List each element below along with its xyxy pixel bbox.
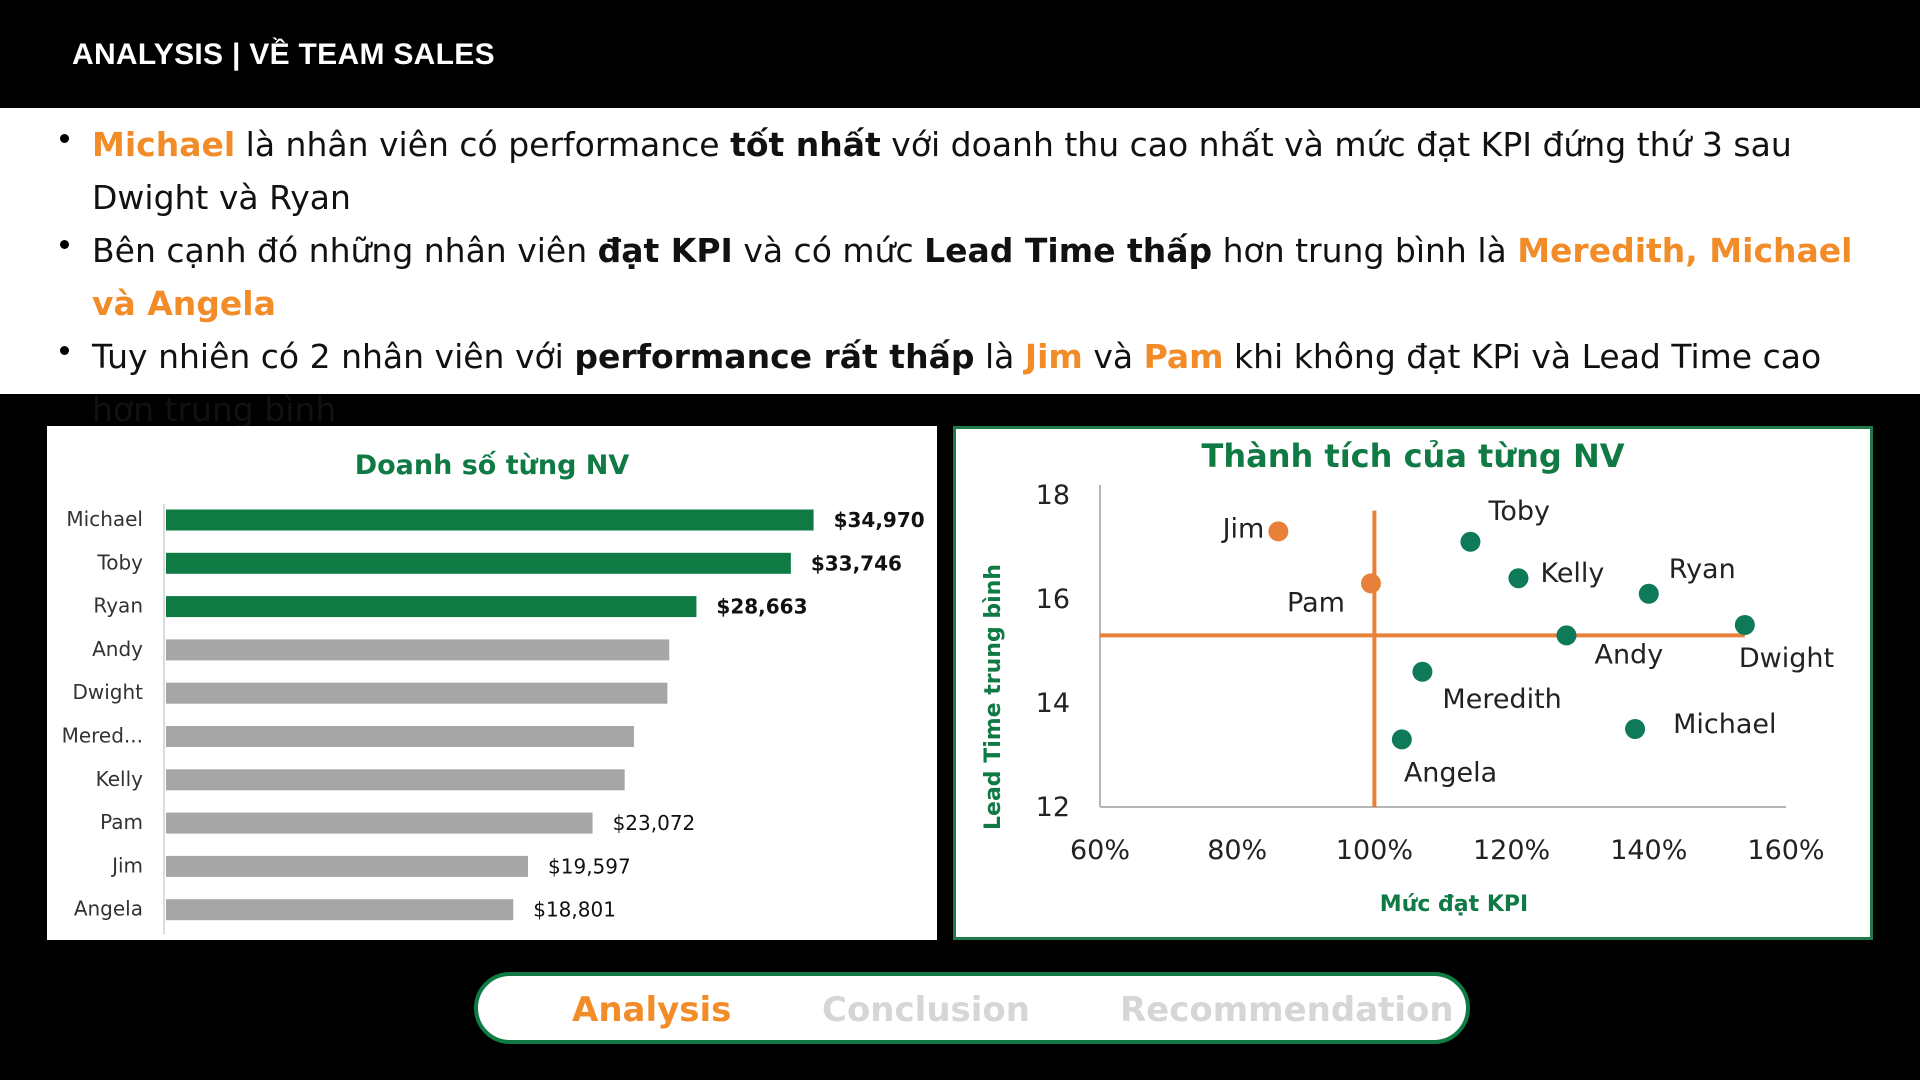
scatter-point-label: Andy: [1594, 639, 1663, 670]
scatter-x-tick: 100%: [1336, 835, 1413, 866]
scatter-point-label: Angela: [1404, 757, 1497, 788]
sales-bar-chart: Doanh số từng NV Michael $34,970 Toby $33,7…: [62, 450, 925, 934]
bullet-text-run: tốt nhất: [730, 125, 881, 164]
bullet-text-run: khi không đạt KPi và Lead Time cao hơn t…: [92, 337, 1822, 429]
scatter-x-tick: 60%: [1070, 835, 1130, 866]
bullet-dot: [60, 346, 69, 355]
scatter-x-tick: 120%: [1473, 835, 1550, 866]
bar-kelly: [166, 769, 625, 791]
bullet-text-run: hơn trung bình là: [1212, 231, 1518, 270]
bullet-text-run: Lead Time thấp: [924, 231, 1213, 270]
bullet-text-run: Bên cạnh đó những nhân viên: [92, 231, 598, 270]
bar-value-label: $19,597: [548, 854, 631, 878]
bar-value-label: $34,970: [834, 508, 925, 532]
scatter-x-tick: 80%: [1207, 835, 1267, 866]
bullet-text-run: là nhân viên có performance: [235, 125, 731, 164]
bar-category-label: Pam: [100, 810, 143, 834]
scatter-point-dwight: [1734, 615, 1755, 635]
scatter-y-axis-label: Lead Time trung bình: [981, 564, 1006, 830]
nav-tab-analysis[interactable]: Analysis: [572, 990, 732, 1030]
bullet-text-run: với doanh thu cao nhất và mức đạt KPI đứ…: [92, 125, 1792, 217]
scatter-point-pam: [1360, 573, 1381, 594]
bullet-text-run: và có mức: [732, 231, 925, 270]
bar-category-label: Andy: [92, 637, 143, 661]
bar-michael: [166, 509, 814, 531]
scatter-point-ryan: [1638, 583, 1659, 604]
section-nav: Analysis Conclusion Recommendation: [474, 972, 1470, 1044]
performance-scatter-panel: Thành tích của từng NV Mức đạt KPI Lead …: [953, 426, 1873, 940]
scatter-point-andy: [1556, 625, 1577, 646]
scatter-point-kelly: [1508, 568, 1529, 589]
bullet-text-run: là: [974, 337, 1025, 376]
bullet-item-2: Bên cạnh đó những nhân viên đạt KPI và c…: [60, 224, 1880, 330]
scatter-y-tick: 18: [1036, 480, 1070, 511]
scatter-y-tick: 12: [1036, 792, 1070, 823]
scatter-x-tick: 140%: [1610, 835, 1687, 866]
bullet-text-run: Meredith, Michael và Angela: [92, 231, 1853, 323]
scatter-point-meredith: [1412, 661, 1433, 682]
bar-category-label: Angela: [74, 897, 143, 921]
bullet-dot: [60, 240, 69, 249]
bar-value-label: $33,746: [811, 551, 902, 575]
bar-category-label: Ryan: [93, 594, 143, 618]
nav-tab-conclusion[interactable]: Conclusion: [822, 990, 1030, 1030]
bar-value-label: $18,801: [533, 898, 616, 922]
scatter-point-label: Dwight: [1739, 643, 1834, 674]
analysis-content: Michael là nhân viên có performance tốt …: [0, 108, 1920, 429]
bar-chart-title: Doanh số từng NV: [355, 450, 630, 481]
performance-scatter-chart: Thành tích của từng NV Mức đạt KPI Lead …: [981, 437, 1834, 917]
bullet-text-run: Tuy nhiên có 2 nhân viên với: [92, 337, 575, 376]
scatter-point-label: Pam: [1287, 587, 1345, 618]
bar-value-label: $23,072: [613, 811, 696, 835]
bullet-item-3: Tuy nhiên có 2 nhân viên với performance…: [60, 330, 1880, 436]
bar-category-label: Michael: [66, 507, 143, 531]
bar-category-label: Toby: [96, 550, 143, 574]
bar-category-label: Jim: [110, 853, 143, 877]
bar-category-label: Kelly: [96, 767, 144, 791]
bar-jim: [166, 855, 529, 877]
bullet-text-run: Jim: [1024, 337, 1083, 376]
scatter-point-michael: [1625, 719, 1646, 739]
header-bar: ANALYSIS | VỀ TEAM SALES: [0, 0, 1920, 108]
bullet-text-run: performance rất thấp: [574, 337, 975, 376]
bullet-text-run: Michael: [92, 125, 236, 164]
bullet-text-run: Pam: [1143, 337, 1224, 376]
scatter-point-angela: [1391, 729, 1412, 750]
bar-toby: [166, 552, 791, 574]
scatter-point-label: Ryan: [1669, 554, 1736, 585]
bullet-list: Michael là nhân viên có performance tốt …: [60, 118, 1880, 436]
nav-tab-recommendation[interactable]: Recommendation: [1120, 990, 1454, 1030]
scatter-y-tick: 16: [1036, 584, 1070, 615]
bar-category-label: Dwight: [72, 680, 143, 704]
bullet-text-run: đạt KPI: [597, 231, 733, 270]
scatter-point-jim: [1268, 521, 1289, 542]
page-title: ANALYSIS | VỀ TEAM SALES: [72, 38, 495, 71]
scatter-x-tick: 160%: [1747, 835, 1824, 866]
bar-value-label: $28,663: [716, 595, 807, 619]
scatter-point-label: Kelly: [1540, 558, 1604, 589]
scatter-chart-title: Thành tích của từng NV: [1202, 437, 1625, 475]
scatter-point-label: Meredith: [1442, 684, 1561, 715]
bullet-text-run: và: [1082, 337, 1144, 376]
bar-mered: [166, 726, 634, 747]
scatter-point-label: Toby: [1487, 496, 1550, 527]
bar-dwight: [166, 682, 668, 704]
bar-ryan: [166, 596, 697, 618]
scatter-point-label: Michael: [1673, 709, 1776, 740]
bar-pam: [166, 812, 593, 834]
sales-bar-chart-panel: Doanh số từng NV Michael $34,970 Toby $33,7…: [47, 426, 937, 940]
bar-angela: [166, 899, 514, 921]
bullet-item-1: Michael là nhân viên có performance tốt …: [60, 118, 1880, 224]
scatter-x-axis-label: Mức đạt KPI: [1380, 892, 1528, 917]
scatter-point-toby: [1460, 531, 1481, 552]
bar-category-label: Mered...: [62, 724, 143, 748]
bullet-dot: [60, 134, 69, 143]
bar-andy: [166, 639, 670, 661]
scatter-y-tick: 14: [1036, 688, 1070, 719]
scatter-point-label: Jim: [1221, 513, 1265, 544]
